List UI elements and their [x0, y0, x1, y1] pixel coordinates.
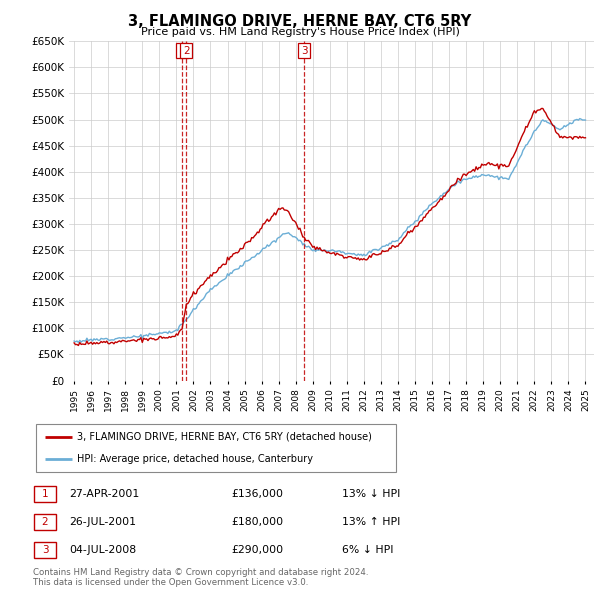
Text: 3: 3 — [41, 545, 49, 555]
Text: 13% ↑ HPI: 13% ↑ HPI — [342, 517, 400, 527]
Text: 3, FLAMINGO DRIVE, HERNE BAY, CT6 5RY: 3, FLAMINGO DRIVE, HERNE BAY, CT6 5RY — [128, 14, 472, 29]
Text: HPI: Average price, detached house, Canterbury: HPI: Average price, detached house, Cant… — [77, 454, 313, 464]
Text: £180,000: £180,000 — [231, 517, 283, 527]
Text: 2: 2 — [41, 517, 49, 527]
FancyBboxPatch shape — [34, 486, 56, 502]
Text: 3: 3 — [301, 45, 308, 55]
Text: 04-JUL-2008: 04-JUL-2008 — [69, 545, 136, 555]
Text: 2: 2 — [183, 45, 190, 55]
Text: 27-APR-2001: 27-APR-2001 — [69, 490, 139, 499]
Text: 1: 1 — [41, 490, 49, 499]
FancyBboxPatch shape — [36, 424, 396, 472]
FancyBboxPatch shape — [34, 542, 56, 558]
Text: Contains HM Land Registry data © Crown copyright and database right 2024.
This d: Contains HM Land Registry data © Crown c… — [33, 568, 368, 587]
Text: £290,000: £290,000 — [231, 545, 283, 555]
Text: 3, FLAMINGO DRIVE, HERNE BAY, CT6 5RY (detached house): 3, FLAMINGO DRIVE, HERNE BAY, CT6 5RY (d… — [77, 432, 372, 442]
Text: 1: 1 — [179, 45, 185, 55]
FancyBboxPatch shape — [34, 514, 56, 530]
Text: £136,000: £136,000 — [231, 490, 283, 499]
Text: Price paid vs. HM Land Registry's House Price Index (HPI): Price paid vs. HM Land Registry's House … — [140, 27, 460, 37]
Text: 6% ↓ HPI: 6% ↓ HPI — [342, 545, 394, 555]
Text: 26-JUL-2001: 26-JUL-2001 — [69, 517, 136, 527]
Text: 13% ↓ HPI: 13% ↓ HPI — [342, 490, 400, 499]
